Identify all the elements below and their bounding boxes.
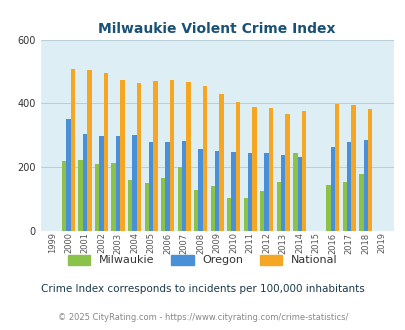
Bar xyxy=(362,140,367,231)
Bar xyxy=(219,94,223,231)
Bar xyxy=(268,108,273,231)
Bar xyxy=(83,134,87,231)
Bar xyxy=(165,142,170,231)
Bar xyxy=(292,153,297,231)
Bar xyxy=(87,70,92,231)
Bar xyxy=(276,182,280,231)
Bar xyxy=(120,81,125,231)
Bar xyxy=(259,191,264,231)
Text: © 2025 CityRating.com - https://www.cityrating.com/crime-statistics/: © 2025 CityRating.com - https://www.city… xyxy=(58,313,347,322)
Bar xyxy=(71,69,75,231)
Bar xyxy=(66,119,71,231)
Bar xyxy=(215,151,219,231)
Bar xyxy=(181,141,186,231)
Bar xyxy=(264,153,268,231)
Bar xyxy=(111,163,116,231)
Bar xyxy=(62,161,66,231)
Bar xyxy=(346,142,351,231)
Bar xyxy=(367,109,371,231)
Bar xyxy=(342,182,346,231)
Legend: Milwaukie, Oregon, National: Milwaukie, Oregon, National xyxy=(68,255,337,265)
Bar xyxy=(149,142,153,231)
Bar xyxy=(78,160,83,231)
Title: Milwaukie Violent Crime Index: Milwaukie Violent Crime Index xyxy=(98,22,335,36)
Bar xyxy=(226,197,231,231)
Bar xyxy=(280,155,285,231)
Bar xyxy=(351,105,355,231)
Bar xyxy=(334,104,339,231)
Bar xyxy=(243,197,247,231)
Bar xyxy=(330,148,334,231)
Bar xyxy=(301,112,306,231)
Bar xyxy=(231,152,235,231)
Bar xyxy=(116,136,120,231)
Bar xyxy=(252,107,256,231)
Bar xyxy=(104,73,108,231)
Bar xyxy=(95,164,99,231)
Text: Crime Index corresponds to incidents per 100,000 inhabitants: Crime Index corresponds to incidents per… xyxy=(41,284,364,294)
Bar xyxy=(194,189,198,231)
Bar xyxy=(198,149,202,231)
Bar xyxy=(153,82,158,231)
Bar xyxy=(170,80,174,231)
Bar xyxy=(186,82,190,231)
Bar xyxy=(161,178,165,231)
Bar xyxy=(202,86,207,231)
Bar xyxy=(325,185,330,231)
Bar xyxy=(132,135,136,231)
Bar xyxy=(128,180,132,231)
Bar xyxy=(247,153,252,231)
Bar xyxy=(297,157,301,231)
Bar xyxy=(177,167,181,231)
Bar xyxy=(99,136,104,231)
Bar xyxy=(210,186,215,231)
Bar xyxy=(285,114,289,231)
Bar xyxy=(136,83,141,231)
Bar xyxy=(235,102,240,231)
Bar xyxy=(144,183,149,231)
Bar xyxy=(358,174,362,231)
